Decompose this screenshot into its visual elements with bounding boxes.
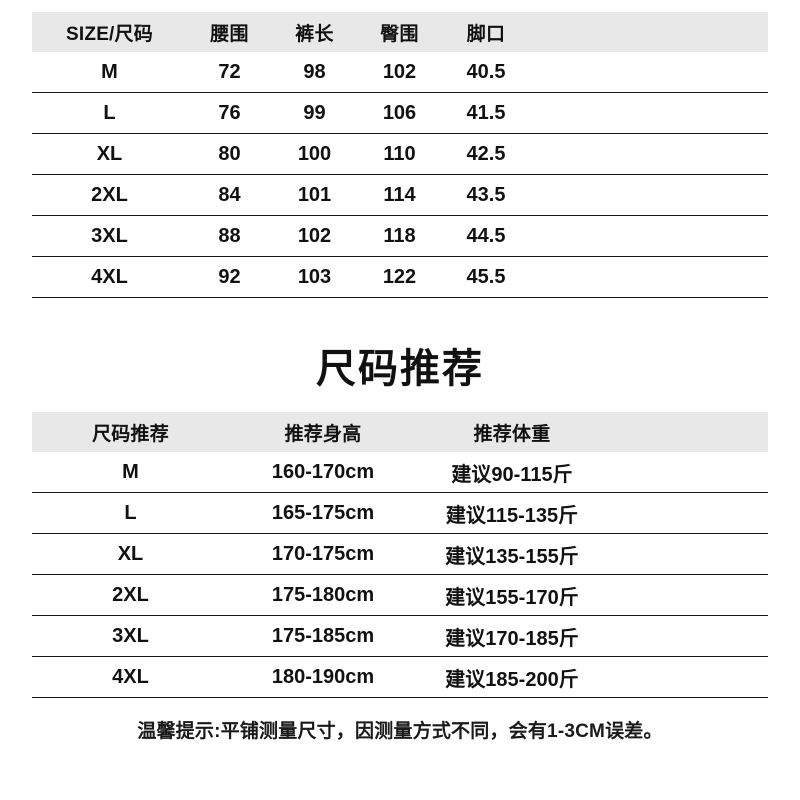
cell-leg-opening: 43.5	[442, 174, 530, 216]
cell-spacer	[607, 656, 768, 698]
cell-waist: 76	[187, 92, 272, 134]
measurements-table-header: SIZE/尺码 腰围 裤长 臀围 脚口	[32, 12, 768, 52]
cell-leg-opening: 44.5	[442, 215, 530, 257]
cell-hip: 106	[357, 92, 442, 134]
section-title: 尺码推荐	[316, 347, 484, 391]
cell-size: 3XL	[32, 615, 229, 657]
cell-leg-opening: 41.5	[442, 92, 530, 134]
cell-spacer	[530, 133, 768, 175]
column-header-recommended-weight: 推荐体重	[417, 412, 607, 452]
cell-height: 180-190cm	[229, 656, 417, 698]
size-recommendation-table: 尺码推荐 推荐身高 推荐体重 M 160-170cm 建议90-115斤 L 1…	[32, 412, 768, 698]
cell-leg-opening: 45.5	[442, 256, 530, 298]
table-row: 4XL 92 103 122 45.5	[32, 256, 768, 298]
cell-hip: 122	[357, 256, 442, 298]
cell-pant-length: 100	[272, 133, 357, 175]
cell-leg-opening: 42.5	[442, 133, 530, 175]
column-header-spacer	[530, 12, 768, 52]
cell-hip: 102	[357, 52, 442, 93]
cell-weight: 建议90-115斤	[417, 452, 607, 493]
cell-spacer	[607, 492, 768, 534]
cell-waist: 92	[187, 256, 272, 298]
measurement-disclaimer-note: 温馨提示:平铺测量尺寸，因测量方式不同，会有1-3CM误差。	[137, 721, 663, 742]
cell-pant-length: 98	[272, 52, 357, 93]
cell-size: XL	[32, 133, 187, 175]
table-row: XL 170-175cm 建议135-155斤	[32, 533, 768, 575]
column-header-recommended-height: 推荐身高	[229, 412, 417, 452]
cell-size: 2XL	[32, 574, 229, 616]
cell-size: M	[32, 452, 229, 493]
cell-waist: 72	[187, 52, 272, 93]
table-row: 2XL 84 101 114 43.5	[32, 174, 768, 216]
cell-hip: 114	[357, 174, 442, 216]
column-header-size-recommendation: 尺码推荐	[32, 412, 229, 452]
cell-height: 175-180cm	[229, 574, 417, 616]
cell-spacer	[530, 92, 768, 134]
cell-weight: 建议170-185斤	[417, 615, 607, 657]
table-header-row: SIZE/尺码 腰围 裤长 臀围 脚口	[32, 12, 768, 52]
cell-waist: 88	[187, 215, 272, 257]
cell-hip: 110	[357, 133, 442, 175]
cell-weight: 建议185-200斤	[417, 656, 607, 698]
cell-size: L	[32, 92, 187, 134]
column-header-leg-opening: 脚口	[442, 12, 530, 52]
cell-spacer	[607, 533, 768, 575]
cell-spacer	[530, 215, 768, 257]
cell-spacer	[607, 452, 768, 493]
cell-height: 170-175cm	[229, 533, 417, 575]
column-header-pant-length: 裤长	[272, 12, 357, 52]
table-row: 3XL 88 102 118 44.5	[32, 215, 768, 257]
measurements-table: SIZE/尺码 腰围 裤长 臀围 脚口 M 72 98 102 40.5 L 7…	[32, 12, 768, 298]
table-row: L 76 99 106 41.5	[32, 92, 768, 134]
cell-size: L	[32, 492, 229, 534]
table-row: 3XL 175-185cm 建议170-185斤	[32, 615, 768, 657]
table-row: M 160-170cm 建议90-115斤	[32, 452, 768, 493]
cell-spacer	[607, 574, 768, 616]
cell-spacer	[530, 256, 768, 298]
cell-pant-length: 103	[272, 256, 357, 298]
cell-size: 4XL	[32, 256, 187, 298]
column-header-spacer	[607, 412, 768, 452]
cell-spacer	[530, 174, 768, 216]
cell-pant-length: 101	[272, 174, 357, 216]
cell-pant-length: 99	[272, 92, 357, 134]
recommendation-table-header: 尺码推荐 推荐身高 推荐体重	[32, 412, 768, 452]
table-row: XL 80 100 110 42.5	[32, 133, 768, 175]
cell-pant-length: 102	[272, 215, 357, 257]
table-header-row: 尺码推荐 推荐身高 推荐体重	[32, 412, 768, 452]
recommendation-table-body: M 160-170cm 建议90-115斤 L 165-175cm 建议115-…	[32, 452, 768, 698]
cell-weight: 建议115-135斤	[417, 492, 607, 534]
cell-leg-opening: 40.5	[442, 52, 530, 93]
cell-spacer	[607, 615, 768, 657]
table-row: 4XL 180-190cm 建议185-200斤	[32, 656, 768, 698]
column-header-size: SIZE/尺码	[32, 12, 187, 52]
cell-height: 175-185cm	[229, 615, 417, 657]
cell-size: 3XL	[32, 215, 187, 257]
column-header-hip: 臀围	[357, 12, 442, 52]
cell-size: M	[32, 52, 187, 93]
cell-height: 160-170cm	[229, 452, 417, 493]
measurements-table-body: M 72 98 102 40.5 L 76 99 106 41.5 XL 80 …	[32, 52, 768, 298]
cell-height: 165-175cm	[229, 492, 417, 534]
cell-size: 4XL	[32, 656, 229, 698]
table-row: M 72 98 102 40.5	[32, 52, 768, 93]
cell-spacer	[530, 52, 768, 93]
table-row: 2XL 175-180cm 建议155-170斤	[32, 574, 768, 616]
column-header-waist: 腰围	[187, 12, 272, 52]
cell-size: 2XL	[32, 174, 187, 216]
table-row: L 165-175cm 建议115-135斤	[32, 492, 768, 534]
cell-weight: 建议135-155斤	[417, 533, 607, 575]
cell-hip: 118	[357, 215, 442, 257]
cell-waist: 80	[187, 133, 272, 175]
cell-waist: 84	[187, 174, 272, 216]
cell-size: XL	[32, 533, 229, 575]
cell-weight: 建议155-170斤	[417, 574, 607, 616]
